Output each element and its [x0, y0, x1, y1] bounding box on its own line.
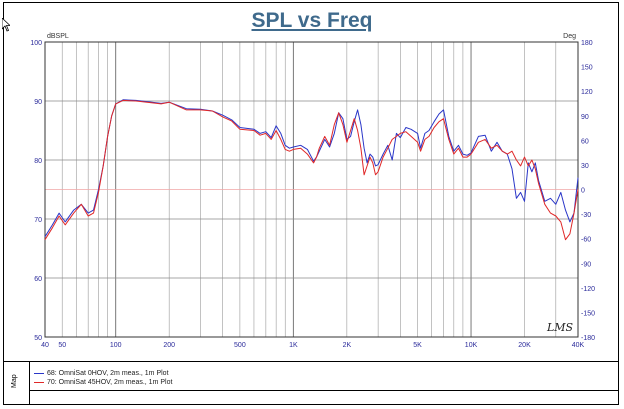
- x-tick-label: 100: [110, 342, 122, 349]
- y-right-tick-label: 90: [581, 114, 589, 121]
- legend-swatch-blue: [34, 372, 44, 374]
- spl-frequency-plot: 100 90 80 70 60 50 180 150 120 90 60 30 0 -30 -60 -90 -1…: [30, 33, 595, 349]
- x-tick-label: 40: [41, 342, 49, 349]
- y-right-tick-label: -120: [581, 286, 595, 293]
- x-tick-label: 10K: [465, 342, 478, 349]
- legend-panel: Map 68: OmniSat 0HOV, 2m meas., 1m Plot …: [3, 361, 619, 405]
- y-right-tick-label: -30: [581, 212, 591, 219]
- x-tick-label: 20K: [518, 342, 531, 349]
- y-tick-label: 70: [34, 217, 42, 224]
- y-axis-label-right: Deg: [563, 33, 576, 40]
- x-tick-label: 5K: [413, 342, 422, 349]
- x-tick-label: 200: [163, 342, 175, 349]
- series-0hov-line: [44, 99, 579, 237]
- y-right-tick-label: 0: [581, 188, 585, 195]
- y-right-tick-label: 30: [581, 163, 589, 170]
- y-right-tick-label: 120: [581, 89, 593, 96]
- map-column: Map: [3, 362, 30, 405]
- map-label: Map: [11, 374, 18, 388]
- legend-swatch-red: [34, 381, 44, 383]
- legend-item[interactable]: 70: OmniSat 45HOV, 2m meas., 1m Plot: [34, 379, 172, 386]
- grid-lines: [44, 41, 579, 338]
- legend-item-label: 70: OmniSat 45HOV, 2m meas., 1m Plot: [47, 379, 173, 386]
- y-right-tick-label: 180: [581, 40, 593, 47]
- x-tick-label: 1K: [289, 342, 298, 349]
- y-right-tick-label: -150: [581, 310, 595, 317]
- y-tick-label: 60: [34, 276, 42, 283]
- y-right-tick-label: -180: [581, 335, 595, 342]
- axis-labels: 100 90 80 70 60 50 180 150 120 90 60 30 0 -30 -60 -90 -1…: [30, 33, 595, 349]
- y-axis-label-left: dBSPL: [47, 33, 69, 40]
- x-tick-label: 50: [58, 342, 66, 349]
- y-tick-label: 80: [34, 158, 42, 165]
- x-tick-label: 40K: [572, 342, 585, 349]
- y-right-tick-label: 60: [581, 138, 589, 145]
- y-right-tick-label: -90: [581, 261, 591, 268]
- chart-window-frame: [3, 2, 619, 405]
- y-right-tick-label: -60: [581, 237, 591, 244]
- x-tick-label: 500: [234, 342, 246, 349]
- y-tick-label: 50: [34, 335, 42, 342]
- legend-item-label: 68: OmniSat 0HOV, 2m meas., 1m Plot: [47, 370, 169, 377]
- mouse-cursor-icon: [1, 17, 12, 37]
- chart-title: SPL vs Freq: [251, 9, 373, 32]
- y-tick-label: 90: [34, 99, 42, 106]
- legend-divider: [30, 390, 618, 391]
- legend-item[interactable]: 68: OmniSat 0HOV, 2m meas., 1m Plot: [34, 370, 169, 377]
- x-tick-label: 2K: [343, 342, 352, 349]
- data-series: [44, 99, 579, 241]
- y-right-tick-label: 150: [581, 65, 593, 72]
- legend-list: 68: OmniSat 0HOV, 2m meas., 1m Plot 70: …: [30, 364, 614, 388]
- lms-watermark: LMS: [546, 321, 574, 334]
- y-tick-label: 100: [30, 40, 42, 47]
- series-45hov-line: [44, 99, 579, 241]
